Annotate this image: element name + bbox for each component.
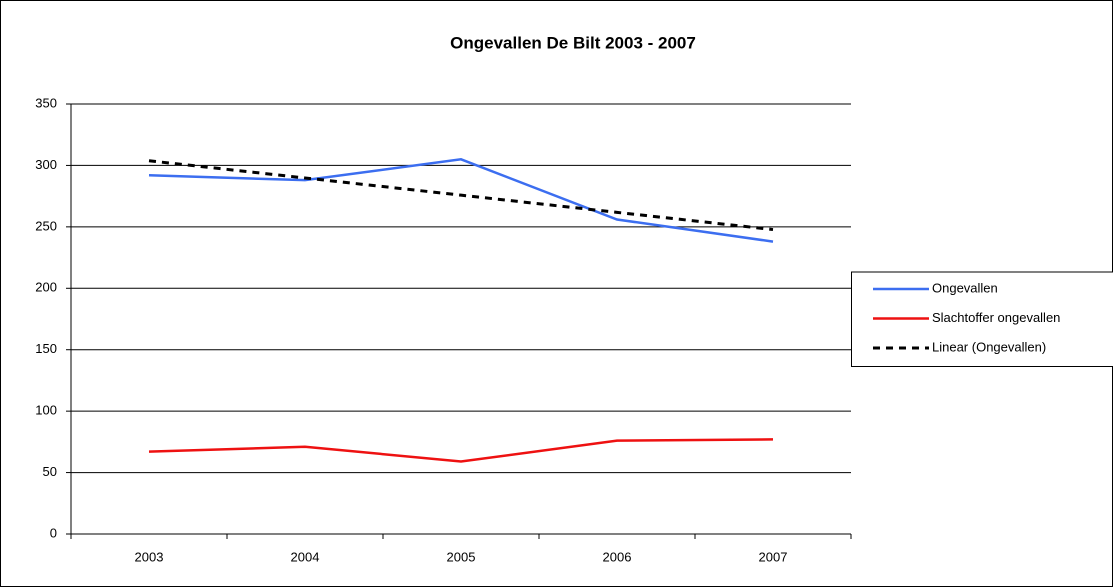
legend-label: Linear (Ongevallen) [932,339,1046,354]
legend-label: Slachtoffer ongevallen [932,310,1060,325]
y-tick-label: 150 [35,341,57,356]
x-tick-label: 2006 [603,549,632,564]
y-tick-label: 350 [35,95,57,110]
x-tick-label: 2005 [447,549,476,564]
y-tick-label: 200 [35,280,57,295]
x-tick-label: 2007 [759,549,788,564]
series-line [148,159,774,232]
y-tick-label: 300 [35,157,57,172]
x-tick-label: 2004 [291,549,320,564]
series-line [148,438,774,463]
y-tick-label: 100 [35,403,57,418]
y-tick-label: 250 [35,218,57,233]
chart-title: Ongevallen De Bilt 2003 - 2007 [450,33,696,52]
y-tick-label: 0 [50,525,57,540]
series-line [148,158,774,243]
x-tick-label: 2003 [135,549,164,564]
legend-label: Ongevallen [932,280,998,295]
y-tick-label: 50 [43,464,57,479]
